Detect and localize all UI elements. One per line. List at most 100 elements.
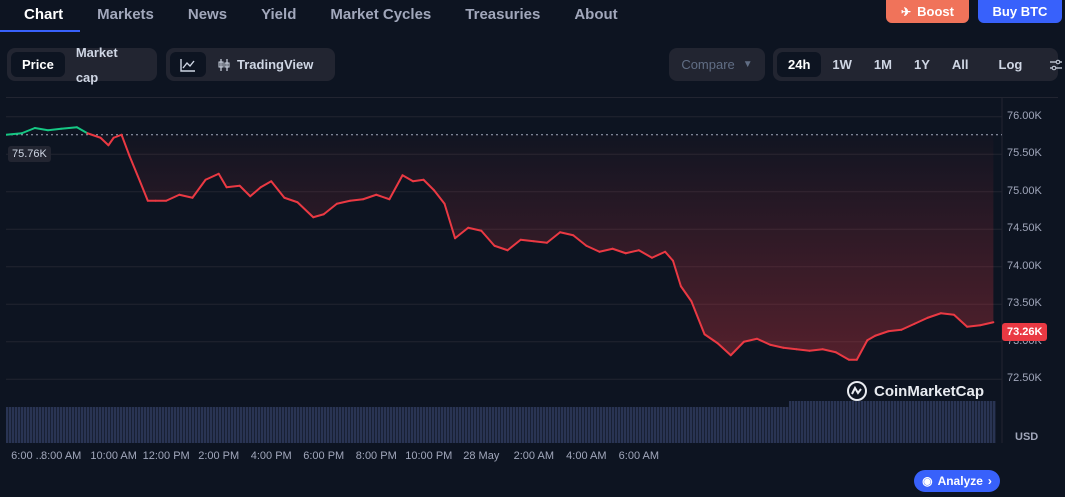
volume-bar bbox=[21, 407, 24, 443]
price-line-segment bbox=[559, 231, 575, 237]
watermark-text: CoinMarketCap bbox=[874, 382, 985, 400]
tab-chart[interactable]: Chart bbox=[0, 0, 81, 32]
volume-bar bbox=[45, 407, 48, 443]
price-line-segment bbox=[664, 250, 675, 262]
price-line-segment bbox=[259, 180, 273, 189]
volume-bar bbox=[336, 407, 339, 443]
range-24h[interactable]: 24h bbox=[777, 52, 822, 77]
line-chart-button[interactable] bbox=[170, 52, 206, 77]
volume-bar bbox=[498, 407, 501, 443]
volume-bar bbox=[954, 401, 957, 443]
volume-bar bbox=[330, 407, 333, 443]
volume-bar bbox=[744, 407, 747, 443]
volume-bar bbox=[735, 407, 738, 443]
volume-bar bbox=[324, 407, 327, 443]
price-line-segment bbox=[322, 202, 338, 216]
y-tick-label: 73.50K bbox=[1007, 297, 1042, 310]
settings-button[interactable] bbox=[1041, 52, 1065, 77]
volume-bar bbox=[192, 407, 195, 443]
price-line-segment bbox=[6, 132, 23, 136]
volume-bar bbox=[543, 407, 546, 443]
x-tick-label: 2:00 PM bbox=[198, 450, 240, 462]
volume-bar bbox=[723, 407, 726, 443]
volume-bar bbox=[699, 407, 702, 443]
nav-tabs: Chart Markets News Yield Market Cycles Treasu… bbox=[0, 0, 635, 32]
range-1y[interactable]: 1Y bbox=[913, 57, 930, 72]
volume-bar bbox=[780, 407, 783, 443]
x-tick-label: 8:00 PM bbox=[355, 450, 397, 462]
volume-bar bbox=[792, 401, 795, 443]
volume-bar bbox=[936, 401, 939, 443]
price-line-segment bbox=[249, 186, 262, 198]
price-chart[interactable] bbox=[6, 97, 1058, 443]
volume-bar bbox=[201, 407, 204, 443]
volume-bar bbox=[420, 407, 423, 443]
compare-dropdown[interactable]: Compare ▼ bbox=[669, 48, 765, 81]
price-line-segment bbox=[375, 193, 391, 201]
volume-bar bbox=[339, 407, 342, 443]
volume-bar bbox=[834, 401, 837, 443]
volume-bar bbox=[390, 407, 393, 443]
price-line-segment bbox=[60, 126, 78, 130]
volume-bar bbox=[903, 401, 906, 443]
price-line-segment bbox=[624, 249, 640, 255]
tab-about[interactable]: About bbox=[574, 6, 618, 23]
price-line-segment bbox=[412, 178, 425, 183]
volume-bar bbox=[612, 407, 615, 443]
analyze-button[interactable]: ◉ Analyze › bbox=[914, 470, 1000, 492]
volume-bar bbox=[600, 407, 603, 443]
range-1m[interactable]: 1M bbox=[873, 57, 892, 72]
volume-bar bbox=[909, 401, 912, 443]
volume-bar bbox=[561, 407, 564, 443]
compare-label: Compare bbox=[681, 57, 735, 72]
volume-bar bbox=[33, 407, 36, 443]
tradingview-button[interactable]: TradingView bbox=[206, 52, 324, 77]
volume-bar bbox=[933, 401, 936, 443]
volume-bar bbox=[48, 407, 51, 443]
x-tick-label: 2:00 AM bbox=[513, 450, 554, 462]
volume-bar bbox=[96, 407, 99, 443]
price-toggle[interactable]: Price bbox=[11, 52, 65, 77]
boost-label: Boost bbox=[917, 4, 954, 19]
market-cap-toggle[interactable]: Market cap bbox=[75, 44, 118, 85]
tab-news[interactable]: News bbox=[187, 6, 228, 23]
range-all[interactable]: All bbox=[951, 57, 969, 72]
volume-bar bbox=[516, 407, 519, 443]
candlestick-icon bbox=[218, 58, 230, 71]
volume-bar bbox=[924, 401, 927, 443]
price-line-segment bbox=[756, 337, 772, 346]
volume-bar bbox=[162, 407, 165, 443]
volume-bar bbox=[660, 407, 663, 443]
buy-btc-button[interactable]: Buy BTC bbox=[978, 0, 1062, 23]
volume-bar bbox=[153, 407, 156, 443]
volume-bar bbox=[570, 407, 573, 443]
price-line-segment bbox=[283, 196, 299, 204]
volume-bar bbox=[606, 407, 609, 443]
volume-bar bbox=[582, 407, 585, 443]
volume-bar bbox=[891, 401, 894, 443]
boost-button[interactable]: ✈ Boost bbox=[886, 0, 969, 23]
log-toggle[interactable]: Log bbox=[998, 57, 1023, 72]
range-1w[interactable]: 1W bbox=[832, 57, 852, 72]
price-line-segment bbox=[107, 136, 115, 147]
volume-bar bbox=[882, 401, 885, 443]
tab-treasuries[interactable]: Treasuries bbox=[465, 6, 541, 23]
volume-bar bbox=[525, 407, 528, 443]
tab-market-cycles[interactable]: Market Cycles bbox=[330, 6, 432, 23]
volume-bar bbox=[351, 407, 354, 443]
volume-bar bbox=[609, 407, 612, 443]
volume-bar bbox=[951, 401, 954, 443]
price-line-segment bbox=[913, 316, 929, 325]
volume-bar bbox=[42, 407, 45, 443]
volume-bar bbox=[327, 407, 330, 443]
volume-bar bbox=[816, 401, 819, 443]
volume-bar bbox=[825, 401, 828, 443]
volume-bar bbox=[468, 407, 471, 443]
volume-bar bbox=[90, 407, 93, 443]
volume-bar bbox=[894, 401, 897, 443]
volume-bar bbox=[663, 407, 666, 443]
volume-bar bbox=[354, 407, 357, 443]
tab-markets[interactable]: Markets bbox=[97, 6, 154, 23]
volume-bar bbox=[786, 407, 789, 443]
tab-yield[interactable]: Yield bbox=[261, 6, 297, 23]
